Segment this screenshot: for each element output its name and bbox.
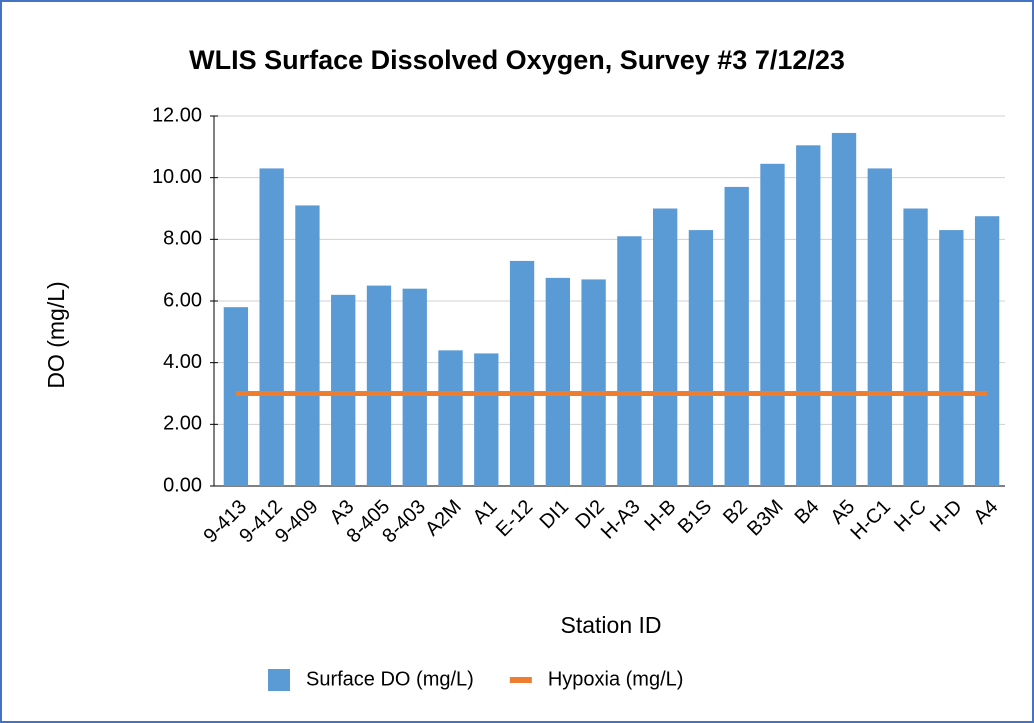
legend-swatch [509, 677, 532, 683]
y-tick-label: 12.00 [152, 104, 202, 126]
y-tick-label: 10.00 [152, 166, 202, 188]
bar [509, 260, 535, 486]
bar [974, 216, 1000, 487]
legend-label: Surface DO (mg/L) [306, 668, 474, 690]
bar [903, 208, 928, 486]
bar [652, 208, 678, 486]
bar [617, 236, 642, 486]
y-tick-label: 0.00 [163, 474, 202, 496]
bar [259, 168, 284, 486]
bar [366, 285, 392, 486]
bar [331, 294, 356, 486]
x-axis-title: Station ID [561, 612, 662, 638]
y-tick-label: 6.00 [163, 289, 202, 311]
bar [223, 307, 249, 486]
y-axis-title: DO (mg/L) [43, 281, 69, 388]
bar [581, 279, 606, 486]
legend-swatch [268, 669, 290, 691]
bar [760, 163, 785, 486]
bar [474, 353, 499, 486]
bar [438, 350, 463, 486]
bar [545, 277, 571, 486]
bar [867, 168, 892, 486]
bar [939, 230, 964, 486]
chart-title: WLIS Surface Dissolved Oxygen, Survey #3… [189, 45, 845, 75]
bar [295, 205, 320, 486]
y-tick-label: 2.00 [163, 413, 202, 435]
bar [831, 132, 857, 487]
legend-label: Hypoxia (mg/L) [548, 668, 684, 690]
bar [688, 230, 714, 486]
bar [402, 288, 427, 486]
y-tick-label: 8.00 [163, 228, 202, 250]
y-tick-label: 4.00 [163, 351, 202, 373]
bar [724, 186, 749, 486]
bar [796, 145, 821, 486]
